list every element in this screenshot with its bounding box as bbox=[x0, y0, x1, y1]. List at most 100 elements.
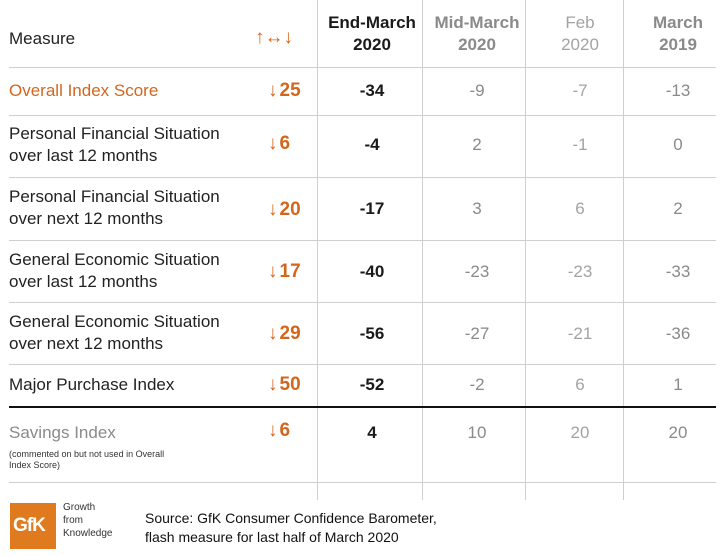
value-feb-2020: -7 bbox=[572, 81, 588, 100]
column-header-line1: Mid-March bbox=[434, 13, 520, 32]
value-march-2019: -36 bbox=[665, 324, 691, 343]
value-end-march-2020: -4 bbox=[364, 135, 380, 154]
row-label: Personal Financial Situation over last 12… bbox=[9, 123, 220, 167]
column-divider bbox=[623, 0, 624, 500]
row-label: General Economic Situation over last 12 m… bbox=[9, 249, 220, 293]
source-line1: Source: GfK Consumer Confidence Baromete… bbox=[145, 510, 437, 526]
change-number: 6 bbox=[279, 420, 291, 441]
header-divider bbox=[9, 67, 716, 68]
value-feb-2020: -21 bbox=[567, 324, 593, 343]
row-label-line2: over next 12 months bbox=[9, 334, 164, 353]
tagline: Growth from Knowledge bbox=[63, 501, 112, 540]
value-march-2019: 0 bbox=[673, 135, 683, 154]
column-header-line2: 2020 bbox=[353, 35, 391, 54]
measure-header: Measure bbox=[9, 29, 76, 48]
row-divider bbox=[9, 115, 716, 116]
source-note: Source: GfK Consumer Confidence Baromete… bbox=[145, 509, 437, 547]
change-header-icon: ↑↔↓ bbox=[255, 27, 293, 48]
row-label-line2: over last 12 months bbox=[9, 272, 158, 291]
row-label: Personal Financial Situation over next 12… bbox=[9, 186, 220, 230]
gfk-logo-text: GfK bbox=[13, 515, 46, 536]
row-label-line2: over last 12 months bbox=[9, 146, 158, 165]
column-header-line1: March bbox=[652, 13, 704, 32]
change-number: 6 bbox=[279, 133, 291, 154]
column-header-line2: 2020 bbox=[561, 35, 599, 54]
value-end-march-2020: -34 bbox=[359, 81, 385, 100]
change-number: 20 bbox=[279, 199, 301, 220]
row-divider bbox=[9, 240, 716, 241]
column-header-line1: Feb bbox=[565, 13, 595, 32]
change-value: ↓ 6 bbox=[268, 420, 290, 442]
row-divider bbox=[9, 302, 716, 303]
savings-footnote: (commented on but not used in Overall In… bbox=[9, 449, 165, 470]
row-label-line1: Personal Financial Situation bbox=[9, 187, 220, 206]
row-divider bbox=[9, 364, 716, 365]
column-divider bbox=[317, 0, 318, 500]
value-feb-2020: 20 bbox=[570, 423, 590, 442]
change-value: ↓ 20 bbox=[268, 199, 301, 221]
tagline-line2: from bbox=[63, 515, 83, 526]
column-header-line1: End-March bbox=[328, 13, 416, 32]
row-divider bbox=[9, 482, 716, 483]
down-arrow-icon: ↓ bbox=[268, 133, 278, 154]
column-divider bbox=[422, 0, 423, 500]
value-march-2019: 20 bbox=[668, 423, 688, 442]
change-value: ↓ 50 bbox=[268, 374, 301, 396]
down-arrow-icon: ↓ bbox=[268, 199, 278, 220]
value-end-march-2020: -17 bbox=[359, 199, 385, 218]
row-label: Major Purchase Index bbox=[9, 375, 175, 394]
change-value: ↓ 6 bbox=[268, 133, 290, 155]
row-label-line1: General Economic Situation bbox=[9, 250, 220, 269]
value-feb-2020: 6 bbox=[575, 375, 585, 394]
value-feb-2020: 6 bbox=[575, 199, 585, 218]
tagline-line1: Growth bbox=[63, 502, 96, 513]
down-arrow-icon: ↓ bbox=[268, 374, 278, 395]
value-march-2019: -33 bbox=[665, 262, 691, 281]
row-label: General Economic Situation over next 12 m… bbox=[9, 311, 220, 355]
column-header-line2: 2019 bbox=[659, 35, 697, 54]
savings-divider bbox=[9, 406, 716, 408]
change-number: 25 bbox=[279, 80, 301, 101]
column-header-feb-2020: Feb 2020 bbox=[525, 12, 635, 56]
value-feb-2020: -23 bbox=[567, 262, 593, 281]
value-end-march-2020: -56 bbox=[359, 324, 385, 343]
row-label-line1: Personal Financial Situation bbox=[9, 124, 220, 143]
tagline-line3: Knowledge bbox=[63, 528, 113, 539]
value-mid-march-2020: 3 bbox=[472, 199, 482, 218]
value-mid-march-2020: -2 bbox=[469, 375, 485, 394]
value-march-2019: 2 bbox=[673, 199, 683, 218]
change-value: ↓ 17 bbox=[268, 261, 301, 283]
value-mid-march-2020: -27 bbox=[464, 324, 490, 343]
down-arrow-icon: ↓ bbox=[268, 420, 278, 441]
row-label: Savings Index bbox=[9, 423, 116, 442]
column-header-end-march-2020: End-March 2020 bbox=[317, 12, 427, 56]
value-feb-2020: -1 bbox=[572, 135, 588, 154]
column-header-march-2019: March 2019 bbox=[623, 12, 720, 56]
change-value: ↓ 29 bbox=[268, 323, 301, 345]
down-arrow-icon: ↓ bbox=[268, 323, 278, 344]
value-end-march-2020: -52 bbox=[359, 375, 385, 394]
gfk-logo bbox=[10, 503, 56, 549]
row-label: Overall Index Score bbox=[9, 81, 159, 100]
change-number: 17 bbox=[279, 261, 301, 282]
value-march-2019: 1 bbox=[673, 375, 683, 394]
column-divider bbox=[525, 0, 526, 500]
down-arrow-icon: ↓ bbox=[268, 80, 278, 101]
value-end-march-2020: 4 bbox=[367, 423, 377, 442]
source-line2: flash measure for last half of March 202… bbox=[145, 529, 399, 545]
change-number: 29 bbox=[279, 323, 301, 344]
row-divider bbox=[9, 177, 716, 178]
column-header-line2: 2020 bbox=[458, 35, 496, 54]
column-header-mid-march-2020: Mid-March 2020 bbox=[422, 12, 532, 56]
value-mid-march-2020: -9 bbox=[469, 81, 485, 100]
row-label-line2: over next 12 months bbox=[9, 209, 164, 228]
down-arrow-icon: ↓ bbox=[268, 261, 278, 282]
row-label-line1: General Economic Situation bbox=[9, 312, 220, 331]
value-mid-march-2020: 10 bbox=[467, 423, 487, 442]
value-march-2019: -13 bbox=[665, 81, 691, 100]
change-number: 50 bbox=[279, 374, 301, 395]
change-value: ↓ 25 bbox=[268, 80, 301, 102]
value-mid-march-2020: -23 bbox=[464, 262, 490, 281]
value-end-march-2020: -40 bbox=[359, 262, 385, 281]
value-mid-march-2020: 2 bbox=[472, 135, 482, 154]
